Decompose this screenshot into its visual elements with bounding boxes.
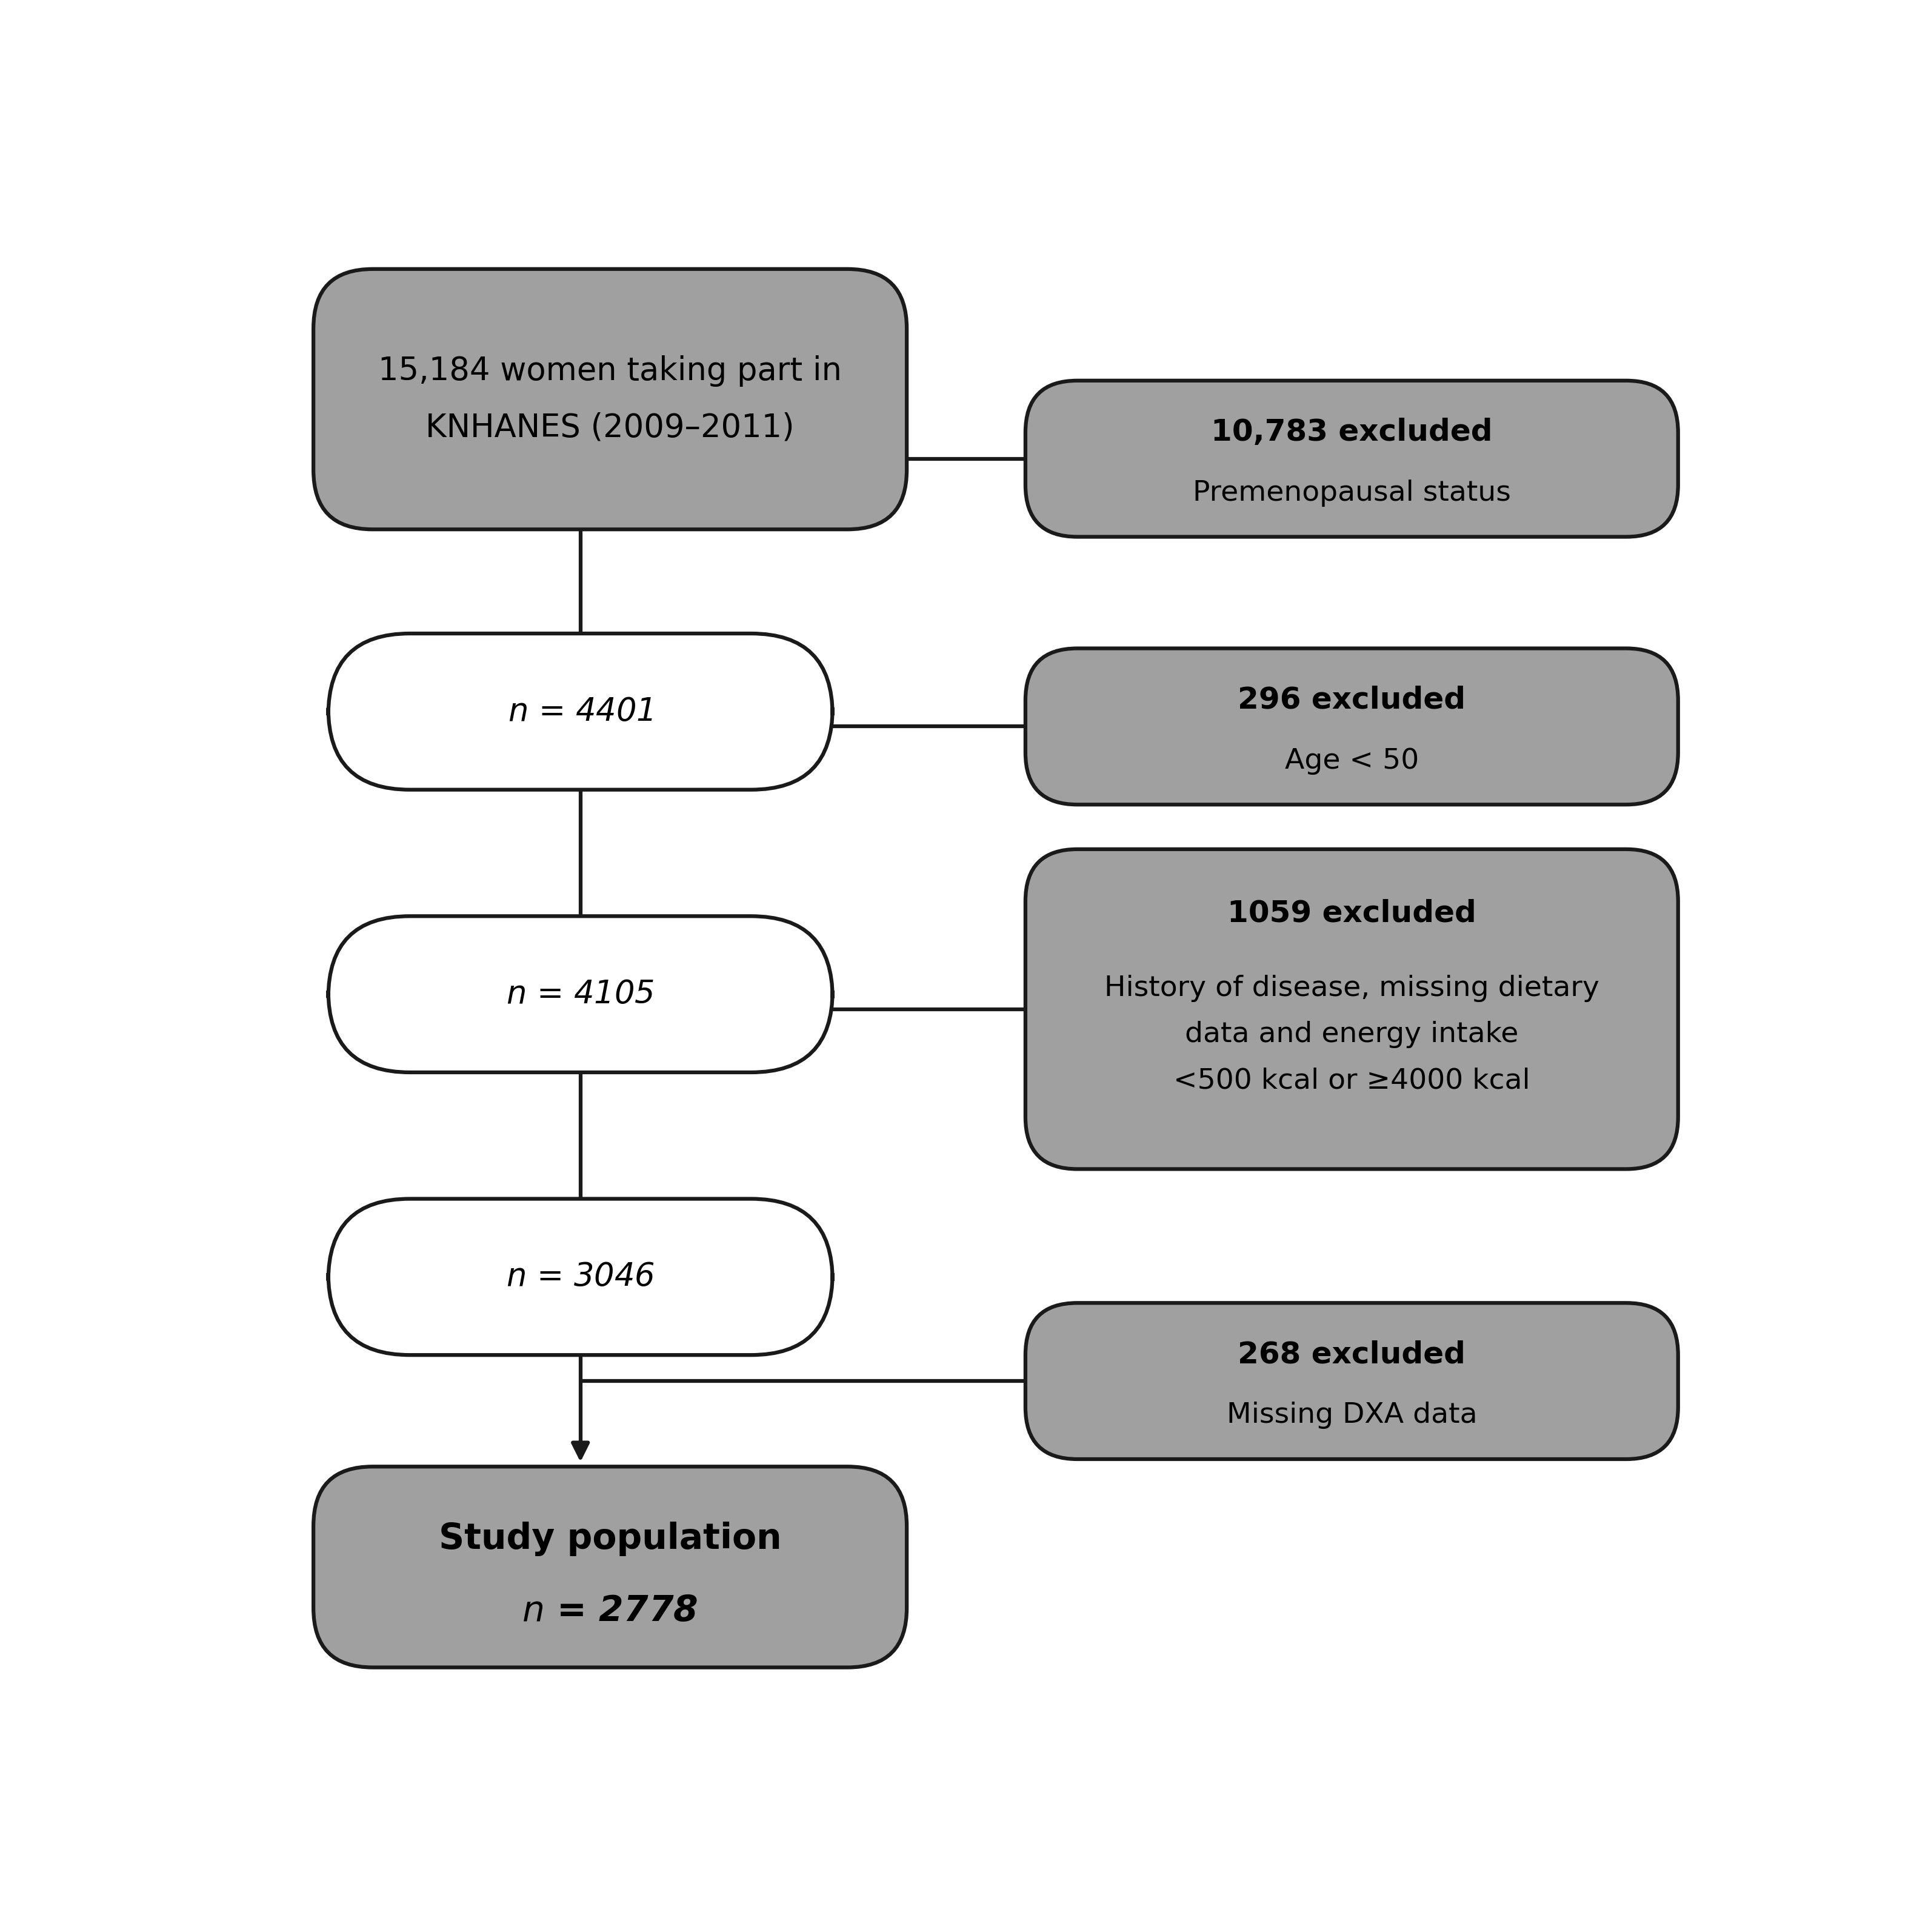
FancyBboxPatch shape bbox=[1026, 649, 1679, 804]
Text: Age < 50: Age < 50 bbox=[1284, 748, 1418, 775]
Text: History of disease, missing dietary
data and energy intake
<500 kcal or ≥4000 kc: History of disease, missing dietary data… bbox=[1104, 976, 1600, 1095]
Text: Missing DXA data: Missing DXA data bbox=[1227, 1403, 1478, 1430]
Text: 15,184 women taking part in
KNHANES (2009–2011): 15,184 women taking part in KNHANES (200… bbox=[379, 355, 842, 442]
Text: 10,783 excluded: 10,783 excluded bbox=[1212, 417, 1493, 446]
Text: $n$ = 4401: $n$ = 4401 bbox=[507, 696, 653, 726]
Text: $n$ = 3046: $n$ = 3046 bbox=[505, 1262, 655, 1293]
FancyBboxPatch shape bbox=[329, 916, 833, 1072]
Text: 268 excluded: 268 excluded bbox=[1238, 1341, 1466, 1370]
FancyBboxPatch shape bbox=[329, 1198, 833, 1354]
Text: 296 excluded: 296 excluded bbox=[1238, 686, 1466, 715]
FancyBboxPatch shape bbox=[329, 634, 833, 790]
FancyBboxPatch shape bbox=[1026, 1302, 1679, 1459]
Text: Study population: Study population bbox=[438, 1522, 781, 1555]
FancyBboxPatch shape bbox=[314, 269, 907, 529]
FancyBboxPatch shape bbox=[314, 1466, 907, 1667]
Text: $n$ = 2778: $n$ = 2778 bbox=[523, 1594, 699, 1629]
Text: Premenopausal status: Premenopausal status bbox=[1192, 479, 1510, 506]
Text: 1059 excluded: 1059 excluded bbox=[1227, 898, 1476, 927]
FancyBboxPatch shape bbox=[1026, 381, 1679, 537]
Text: $n$ = 4105: $n$ = 4105 bbox=[507, 978, 655, 1010]
FancyBboxPatch shape bbox=[1026, 850, 1679, 1169]
